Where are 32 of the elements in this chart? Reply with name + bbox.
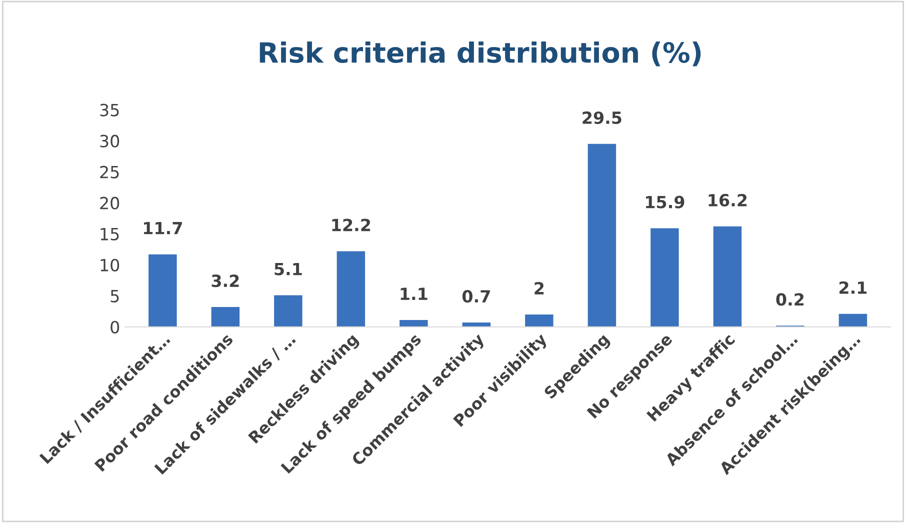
- y-tick-label: 20: [100, 196, 120, 210]
- y-tick-label: 35: [100, 104, 119, 116]
- data-label: 2.1: [840, 281, 867, 294]
- y-tick-label: 0: [110, 320, 120, 334]
- bar: [211, 307, 240, 327]
- bar: [713, 226, 742, 327]
- data-label: 12.2: [332, 218, 370, 232]
- y-tick-label: 15: [100, 228, 119, 240]
- data-label: 11.7: [144, 222, 182, 234]
- bar: [400, 320, 428, 327]
- bar: [148, 254, 177, 327]
- data-label: 29.5: [582, 111, 622, 124]
- bar: [336, 251, 366, 327]
- chart-title: Risk criteria distribution (%): [260, 41, 701, 66]
- data-label: 3.2: [212, 274, 239, 288]
- y-tick-label: 10: [100, 258, 120, 272]
- data-label: 1.1: [400, 288, 428, 300]
- data-label: 15.9: [646, 196, 684, 208]
- y-tick-label: 25: [100, 166, 119, 178]
- data-label: 5.1: [274, 262, 302, 276]
- data-label: 16.2: [708, 194, 747, 207]
- y-tick-label: 30: [100, 134, 120, 148]
- y-tick-label: 5: [110, 290, 119, 302]
- data-label: 2: [534, 282, 544, 294]
- data-label: 0.7: [462, 290, 490, 303]
- bar: [650, 228, 679, 327]
- bar: [588, 144, 616, 327]
- bar: [462, 322, 491, 327]
- bar: [525, 314, 554, 327]
- bar: [838, 314, 868, 327]
- data-label: 0.2: [776, 293, 804, 306]
- bar: [274, 295, 302, 327]
